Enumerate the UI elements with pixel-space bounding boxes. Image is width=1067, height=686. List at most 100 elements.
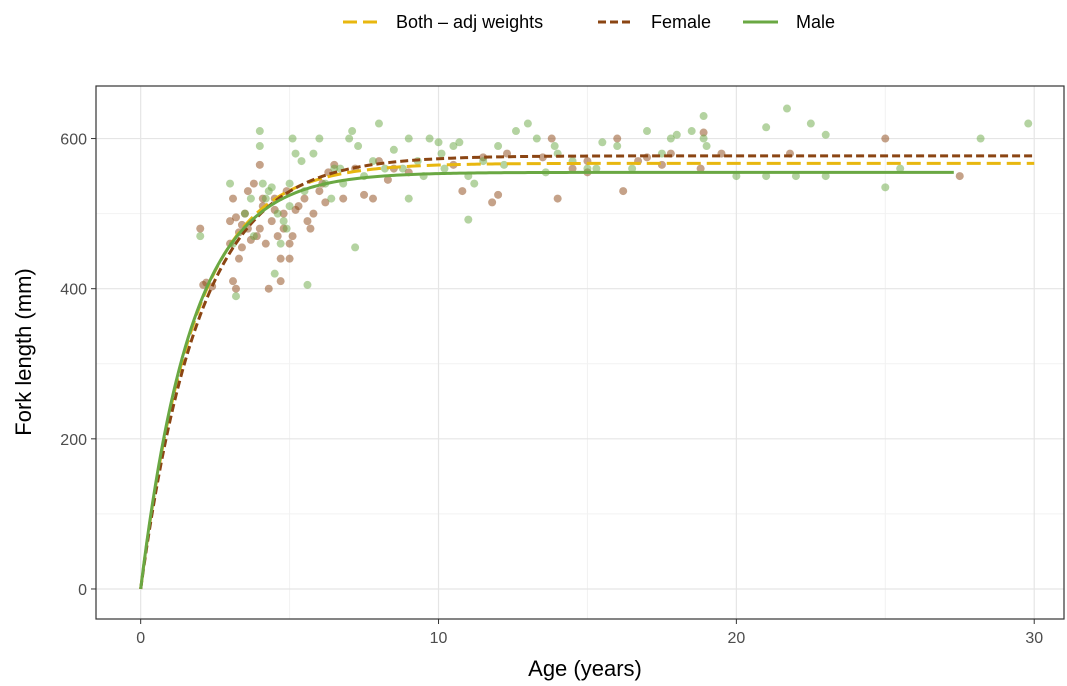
male-point — [613, 142, 622, 151]
female-point — [306, 224, 315, 233]
male-point — [249, 232, 258, 241]
female-point — [300, 194, 309, 203]
female-point — [229, 277, 238, 286]
female-point — [273, 232, 282, 241]
male-point — [273, 209, 282, 218]
male-point — [288, 134, 297, 143]
female-point — [243, 187, 252, 196]
legend-label-both: Both – adj weights — [396, 12, 543, 32]
legend-label-female: Female — [651, 12, 711, 32]
male-point — [732, 172, 741, 181]
female-point — [288, 232, 297, 241]
male-point — [783, 104, 792, 113]
male-point — [455, 138, 464, 147]
curve-both — [139, 161, 1035, 590]
legend-label-male: Male — [796, 12, 835, 32]
male-point — [315, 134, 324, 143]
male-point — [470, 179, 479, 188]
male-point — [196, 232, 205, 241]
female-point — [315, 187, 324, 196]
male-point — [762, 123, 771, 132]
female-point — [255, 224, 264, 233]
female-point — [619, 187, 628, 196]
male-point — [303, 280, 312, 289]
male-point — [791, 172, 800, 181]
female-point — [261, 239, 270, 248]
male-point — [309, 149, 318, 158]
female-point — [488, 198, 497, 207]
female-point — [285, 254, 294, 263]
male-point — [345, 134, 354, 143]
x-axis-title: Age (years) — [528, 656, 642, 681]
female-point — [494, 190, 503, 199]
male-point — [434, 138, 443, 147]
male-point — [348, 127, 357, 136]
male-point — [389, 145, 398, 154]
curve-male — [139, 170, 954, 590]
female-point — [226, 217, 235, 226]
female-point — [285, 239, 294, 248]
female-point — [291, 205, 300, 214]
y-axis-title: Fork length (mm) — [11, 268, 36, 435]
male-point — [699, 112, 708, 121]
female-point — [267, 217, 276, 226]
male-point — [523, 119, 532, 128]
x-tick-label: 20 — [727, 630, 745, 647]
male-point — [896, 164, 905, 173]
male-point — [404, 194, 413, 203]
growth-curves — [139, 154, 1035, 590]
male-point — [282, 224, 291, 233]
male-point — [672, 130, 681, 139]
female-point — [276, 254, 285, 263]
female-point — [279, 209, 288, 218]
male-point — [592, 164, 601, 173]
male-point — [762, 172, 771, 181]
x-tick-label: 30 — [1025, 630, 1043, 647]
male-point — [440, 164, 449, 173]
male-point — [702, 142, 711, 151]
legend: Both – adj weights Female Male — [343, 12, 835, 32]
female-point — [881, 134, 890, 143]
y-tick-label: 600 — [60, 132, 87, 149]
male-point — [226, 179, 235, 188]
female-point — [339, 194, 348, 203]
male-point — [479, 157, 488, 166]
male-point — [449, 142, 458, 151]
female-point — [237, 243, 246, 252]
female-point — [368, 194, 377, 203]
male-point — [285, 179, 294, 188]
female-point — [303, 217, 312, 226]
male-point — [285, 202, 294, 211]
female-point — [699, 128, 708, 137]
male-point — [806, 119, 815, 128]
male-point — [494, 142, 503, 151]
male-point — [291, 149, 300, 158]
female-point — [955, 172, 964, 181]
male-point — [255, 127, 264, 136]
female-point — [264, 284, 273, 293]
male-point — [297, 157, 306, 166]
male-point — [532, 134, 541, 143]
male-point — [598, 138, 607, 147]
male-point — [881, 183, 890, 192]
male-point — [628, 164, 637, 173]
plot-border — [95, 85, 1065, 620]
male-point — [368, 157, 377, 166]
male-point — [354, 142, 363, 151]
male-point — [511, 127, 520, 136]
male-point — [351, 243, 360, 252]
male-point — [327, 194, 336, 203]
y-tick-label: 400 — [60, 282, 87, 299]
female-point — [321, 198, 330, 207]
female-point — [547, 134, 556, 143]
male-point — [276, 239, 285, 248]
axis-ticks: 0 10 20 30 0 200 400 600 — [60, 132, 1043, 647]
plot-panel — [96, 86, 1064, 619]
male-point — [231, 292, 240, 301]
grid — [96, 86, 1064, 619]
male-point — [1024, 119, 1033, 128]
curve-female — [139, 154, 1035, 590]
male-point — [687, 127, 696, 136]
male-point — [258, 179, 267, 188]
x-tick-label: 0 — [136, 630, 145, 647]
